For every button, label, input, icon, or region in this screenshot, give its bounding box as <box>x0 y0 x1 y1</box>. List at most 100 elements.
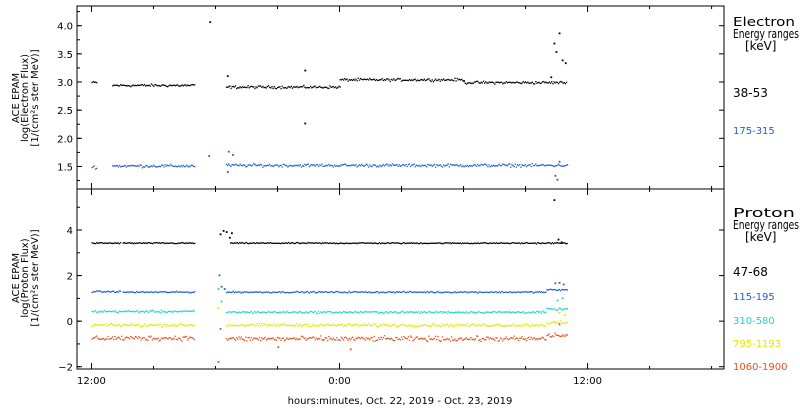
proton-series-4-point <box>94 336 97 338</box>
proton-series-4-point <box>392 339 395 342</box>
electron-series-1-point <box>332 166 334 168</box>
electron-series-0-point <box>328 87 330 90</box>
electron-series-1-point <box>234 163 237 165</box>
proton-series-4-point <box>337 339 339 341</box>
electron-series-0-point <box>143 84 146 86</box>
electron-series-0-point <box>298 86 300 88</box>
proton-series-0-point <box>127 242 129 244</box>
proton-series-3-point <box>116 324 118 327</box>
proton-series-1-point <box>562 289 564 291</box>
proton-series-1-point <box>119 290 122 292</box>
electron-series-1-point <box>163 166 165 168</box>
proton-series-1-point <box>488 291 490 294</box>
proton-series-4-point <box>522 338 524 340</box>
proton-series-0-point <box>290 242 292 244</box>
proton-series-1-point <box>390 291 392 293</box>
proton-series-4-point <box>425 340 428 342</box>
electron-series-1-point <box>189 166 191 168</box>
proton-series-1-point <box>138 291 140 293</box>
proton-series-3-point <box>391 324 394 326</box>
proton-series-3-point <box>520 325 522 327</box>
proton-series-1-point <box>394 292 396 294</box>
proton-series-1-point <box>504 291 506 294</box>
proton-series-0-point <box>395 242 398 244</box>
proton-series-4-point <box>515 337 518 340</box>
electron-series-1-point <box>396 163 398 166</box>
electron-series-1-point <box>446 164 448 166</box>
proton-series-4-point <box>504 338 506 340</box>
proton-series-2-point <box>166 311 168 313</box>
proton-series-4-point <box>523 338 525 341</box>
proton-series-4-point <box>345 336 347 338</box>
proton-series-1-point <box>470 291 472 293</box>
proton-series-4-point <box>566 334 568 336</box>
electron-series-1-point <box>241 165 244 167</box>
proton-series-0-point <box>387 242 390 244</box>
proton-series-1-point <box>359 291 362 293</box>
proton-series-3-point <box>507 324 510 326</box>
proton-series-4-point <box>101 338 104 340</box>
electron-series-0-point <box>339 79 341 81</box>
proton-series-3-point <box>515 325 518 327</box>
proton-series-2-point <box>125 310 127 312</box>
proton-series-1-point <box>114 291 116 294</box>
electron-series-1-point <box>116 164 118 167</box>
electron-series-1-point <box>405 163 407 166</box>
proton-series-4-point <box>339 339 341 341</box>
electron-series-0-point <box>164 84 166 87</box>
electron-series-1-point <box>139 164 141 166</box>
proton-series-4-point <box>415 336 417 338</box>
proton-series-2-point <box>193 310 196 313</box>
electron-series-1-point <box>483 163 486 165</box>
electron-series-0-point <box>513 82 515 84</box>
electron-series-0-point <box>416 79 419 81</box>
proton-series-1-point <box>513 291 515 293</box>
proton-series-0-point <box>502 242 505 244</box>
proton-series-0-point <box>428 242 431 245</box>
electron-series-1-point <box>475 165 478 167</box>
proton-series-3-point <box>425 324 428 327</box>
proton-series-4-point <box>255 337 257 340</box>
proton-series-2-point <box>349 311 352 313</box>
proton-series-1-point <box>489 291 491 293</box>
proton-series-0-point <box>235 242 237 244</box>
proton-series-1-point <box>370 292 372 294</box>
electron-series-1-point <box>126 165 129 167</box>
proton-series-4-point <box>325 337 328 339</box>
proton-series-1-point <box>185 291 187 293</box>
proton-series-2-point <box>179 310 181 313</box>
proton-series-4-point <box>439 340 441 343</box>
electron-series-0-point <box>429 79 431 82</box>
electron-series-1-point <box>91 166 93 169</box>
proton-series-2-point <box>543 311 545 313</box>
electron-series-1-point <box>125 166 128 168</box>
electron-series-0-point <box>474 81 477 83</box>
proton-series-3-point <box>350 324 353 327</box>
electron-series-0-point <box>304 69 307 72</box>
proton-series-1-point <box>238 291 240 293</box>
proton-series-3-point <box>546 321 548 323</box>
electron-series-0-point <box>291 87 294 89</box>
proton-series-3-point <box>240 324 242 326</box>
electron-series-0-point <box>279 86 281 88</box>
proton-series-4-point <box>241 338 244 340</box>
proton-series-2-point <box>344 311 346 313</box>
proton-series-4-point <box>561 335 563 337</box>
proton-ylabel-line-1: ACE EPAM <box>11 253 22 303</box>
proton-series-3-point <box>336 325 338 327</box>
electron-series-1-point <box>171 164 173 167</box>
proton-series-2-point <box>530 311 532 314</box>
proton-series-3-point <box>496 323 498 325</box>
proton-series-0-point <box>382 242 384 244</box>
proton-series-3-point <box>545 325 547 327</box>
proton-series-1-point <box>154 291 156 293</box>
proton-series-0-point <box>138 242 140 244</box>
electron-series-1-point <box>282 163 284 166</box>
proton-series-3-point <box>532 325 535 327</box>
proton-series-1-point <box>338 291 340 293</box>
electron-series-1-point <box>444 165 446 167</box>
proton-series-0-point <box>234 242 236 244</box>
proton-series-3-point <box>415 325 417 327</box>
proton-series-2-point <box>231 311 233 313</box>
proton-series-2-point <box>563 308 565 310</box>
